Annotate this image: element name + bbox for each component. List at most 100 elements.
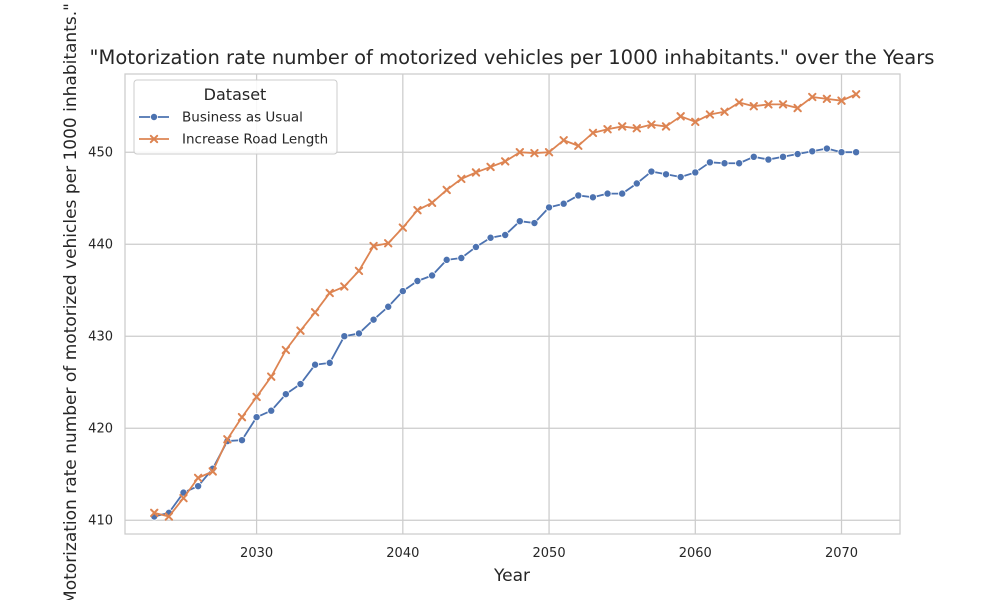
data-point xyxy=(413,205,422,215)
data-point xyxy=(574,191,583,200)
data-point xyxy=(734,98,744,107)
legend-title: Dataset xyxy=(204,85,267,104)
data-point xyxy=(296,326,305,335)
data-point xyxy=(427,198,437,207)
data-point xyxy=(267,372,276,381)
legend: Dataset Business as Usual Increase Road L… xyxy=(133,79,338,155)
x-tick-label: 2040 xyxy=(386,546,419,561)
x-tick-label: 2030 xyxy=(240,546,273,561)
data-point xyxy=(808,92,817,102)
legend-label: Increase Road Length xyxy=(182,132,328,148)
legend-items: Business as Usual Increase Road Length xyxy=(139,110,328,148)
data-point xyxy=(662,170,671,179)
data-point xyxy=(618,189,627,198)
data-point xyxy=(705,158,714,167)
data-point xyxy=(647,167,656,176)
data-point xyxy=(164,512,174,521)
data-point xyxy=(603,189,612,198)
data-point xyxy=(735,159,744,168)
data-point xyxy=(705,110,715,119)
data-point xyxy=(150,508,159,518)
data-point xyxy=(837,148,846,157)
data-point xyxy=(574,141,583,150)
data-point xyxy=(442,255,451,264)
data-point xyxy=(486,162,495,172)
data-point xyxy=(837,96,846,105)
data-point xyxy=(632,124,641,133)
data-point xyxy=(822,94,832,104)
data-point xyxy=(281,390,290,399)
y-tick-label: 440 xyxy=(88,238,113,253)
data-point xyxy=(296,380,305,389)
data-point xyxy=(340,332,349,341)
data-point xyxy=(208,467,217,476)
data-point xyxy=(720,107,729,116)
data-point xyxy=(588,128,598,138)
data-point xyxy=(676,112,685,121)
data-point xyxy=(471,242,480,251)
data-point xyxy=(778,100,788,109)
data-point xyxy=(617,122,627,131)
data-point xyxy=(676,173,685,182)
data-point xyxy=(325,288,334,298)
data-point xyxy=(793,150,802,159)
tick-layer: 2030 2040 2050 2060 2070 410 420 430 440 450 xyxy=(88,146,858,561)
data-point xyxy=(808,147,817,156)
chart-title: "Motorization rate number of motorized v… xyxy=(90,46,935,69)
data-point xyxy=(369,241,378,251)
data-point xyxy=(530,219,539,228)
x-axis-label: Year xyxy=(493,566,530,586)
data-point xyxy=(354,266,364,276)
data-point xyxy=(281,345,291,355)
data-point xyxy=(647,120,656,129)
legend-label: Business as Usual xyxy=(182,110,303,126)
data-point xyxy=(851,90,861,99)
data-point xyxy=(545,203,554,212)
data-point xyxy=(500,157,510,166)
y-tick-label: 450 xyxy=(88,146,113,161)
data-point xyxy=(588,193,597,202)
x-tick-label: 2050 xyxy=(533,546,566,561)
data-point xyxy=(354,329,363,338)
data-point xyxy=(749,102,758,111)
series-2 xyxy=(150,90,861,521)
data-point xyxy=(691,168,700,177)
series-1 xyxy=(150,144,861,521)
data-point xyxy=(764,155,773,164)
data-point xyxy=(398,287,407,296)
data-point xyxy=(603,125,612,134)
data-point xyxy=(311,360,320,369)
data-point xyxy=(530,148,539,158)
data-point xyxy=(559,136,568,145)
x-tick-label: 2060 xyxy=(679,546,712,561)
y-tick-label: 430 xyxy=(88,330,113,345)
data-point xyxy=(471,168,481,177)
data-point xyxy=(237,412,247,422)
data-point xyxy=(340,282,349,291)
data-point xyxy=(384,302,393,311)
data-point xyxy=(179,493,188,503)
data-point xyxy=(501,230,510,239)
data-point xyxy=(515,217,524,226)
data-point xyxy=(822,144,831,153)
y-axis-label: Motorization rate number of motorized ve… xyxy=(61,3,81,600)
data-point xyxy=(369,315,378,324)
data-point xyxy=(632,179,641,188)
data-point xyxy=(310,308,320,317)
data-point xyxy=(779,152,788,161)
series-layer xyxy=(150,90,861,521)
legend-marker xyxy=(149,134,159,144)
data-point xyxy=(515,148,525,157)
data-point xyxy=(691,117,700,127)
data-point xyxy=(486,233,495,242)
data-point xyxy=(442,185,451,195)
legend-box xyxy=(133,79,338,155)
data-point xyxy=(267,406,276,415)
data-point xyxy=(559,199,568,208)
data-point xyxy=(252,413,261,422)
data-point xyxy=(852,148,861,157)
data-point xyxy=(457,253,466,262)
plot-frame xyxy=(124,73,901,535)
